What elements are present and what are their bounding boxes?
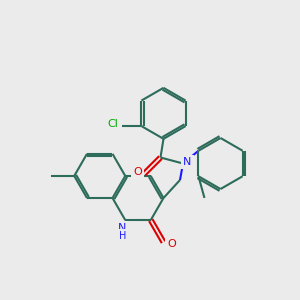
Text: N: N bbox=[183, 157, 192, 167]
Text: H: H bbox=[118, 231, 126, 241]
Text: O: O bbox=[133, 167, 142, 177]
Text: Cl: Cl bbox=[107, 119, 118, 129]
Text: O: O bbox=[167, 239, 176, 249]
Text: N: N bbox=[118, 224, 126, 233]
